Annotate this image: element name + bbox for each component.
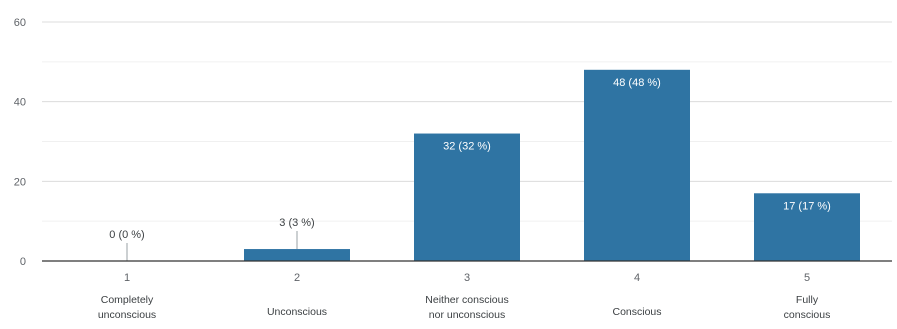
category-label-line: unconscious [98,309,156,321]
x-tick-label: 1 [124,272,130,284]
bar [244,249,350,261]
category-label-line: Neither conscious [425,294,508,306]
category-label: Unconscious [267,306,327,318]
category-label-line: Fully [796,294,819,306]
y-tick-label: 40 [14,97,26,109]
data-label: 0 (0 %) [109,229,144,241]
x-tick-label: 5 [804,272,810,284]
y-tick-label: 0 [20,256,26,268]
bar [584,69,690,261]
y-tick-label: 20 [14,176,26,188]
x-tick-label: 2 [294,272,300,284]
data-label: 32 (32 %) [443,141,491,153]
data-label: 3 (3 %) [279,217,314,229]
data-label: 48 (48 %) [613,77,661,89]
bar [414,133,520,261]
category-label: Conscious [612,306,661,318]
x-tick-label: 4 [634,272,640,284]
category-label-line: conscious [784,309,831,321]
y-tick-label: 60 [14,17,26,29]
bar [754,193,860,261]
category-label-line: Completely [101,294,154,306]
data-label: 17 (17 %) [783,200,831,212]
category-label-line: nor unconscious [429,309,505,321]
x-tick-label: 3 [464,272,470,284]
